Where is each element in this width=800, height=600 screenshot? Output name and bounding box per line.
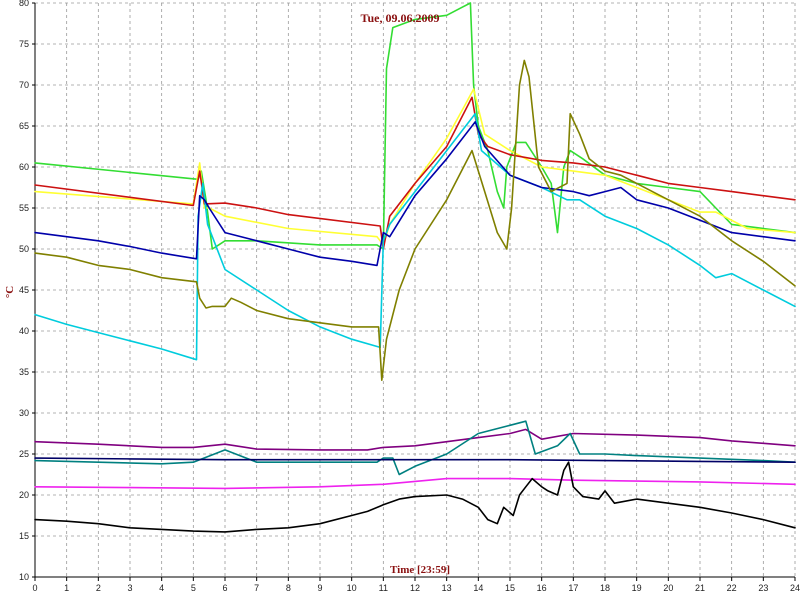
series-line-10 [34, 477, 796, 490]
x-tick-label: 12 [410, 583, 420, 593]
x-tick-label: 0 [32, 583, 37, 593]
y-tick-label: 70 [19, 80, 29, 90]
y-tick-label: 50 [19, 244, 29, 254]
grid [34, 2, 796, 578]
x-tick-label: 5 [191, 583, 196, 593]
x-axis-label: Time [23:59] [390, 564, 450, 576]
y-tick-label: 35 [19, 367, 29, 377]
x-tick-label: 20 [663, 583, 673, 593]
x-tick-label: 1 [64, 583, 69, 593]
y-tick-label: 65 [19, 121, 29, 131]
x-tick-label: 10 [347, 583, 357, 593]
series-line-7 [34, 428, 796, 451]
x-tick-label: 7 [254, 583, 259, 593]
y-tick-label: 25 [19, 449, 29, 459]
x-tick-label: 11 [379, 583, 388, 593]
x-tick-label: 24 [790, 583, 800, 593]
y-tick-label: 15 [19, 531, 29, 541]
series-line-9 [34, 457, 796, 463]
y-tick-label: 75 [19, 39, 29, 49]
x-tick-label: 8 [286, 583, 291, 593]
y-tick-label: 30 [19, 408, 29, 418]
x-tick-label: 3 [127, 583, 132, 593]
y-tick-label: 20 [19, 490, 29, 500]
x-tick-label: 19 [632, 583, 642, 593]
x-tick-label: 22 [727, 583, 737, 593]
x-tick-label: 2 [96, 583, 101, 593]
y-tick-label: 60 [19, 162, 29, 172]
series-line-5 [34, 121, 796, 267]
y-axis-label: °C [4, 286, 16, 298]
axes [32, 2, 796, 581]
series-line-4 [34, 112, 796, 361]
x-tick-label: 21 [695, 583, 705, 593]
series-line-8 [34, 420, 796, 476]
series-line-3 [34, 96, 796, 250]
x-tick-label: 18 [600, 583, 610, 593]
labels: 0 1 2 3 4 5 6 7 8 9 10 11 12 13 14 15 16 17 18 19 20 21 22 23 24… [19, 0, 800, 593]
y-tick-label: 55 [19, 203, 29, 213]
x-tick-label: 16 [537, 583, 547, 593]
series-group [34, 2, 796, 533]
x-tick-label: 6 [222, 583, 227, 593]
chart-title: Tue, 09.06.2009 [361, 11, 440, 25]
x-tick-label: 9 [317, 583, 322, 593]
y-tick-label: 40 [19, 326, 29, 336]
y-tick-label: 10 [19, 572, 29, 582]
x-tick-label: 13 [442, 583, 452, 593]
y-tick-label: 45 [19, 285, 29, 295]
x-tick-label: 4 [159, 583, 164, 593]
x-tick-label: 17 [568, 583, 578, 593]
x-tick-label: 14 [473, 583, 483, 593]
series-line-11 [34, 461, 796, 533]
y-tick-label: 80 [19, 0, 29, 8]
x-tick-label: 23 [758, 583, 768, 593]
series-line-6 [34, 59, 796, 381]
x-tick-label: 15 [505, 583, 515, 593]
